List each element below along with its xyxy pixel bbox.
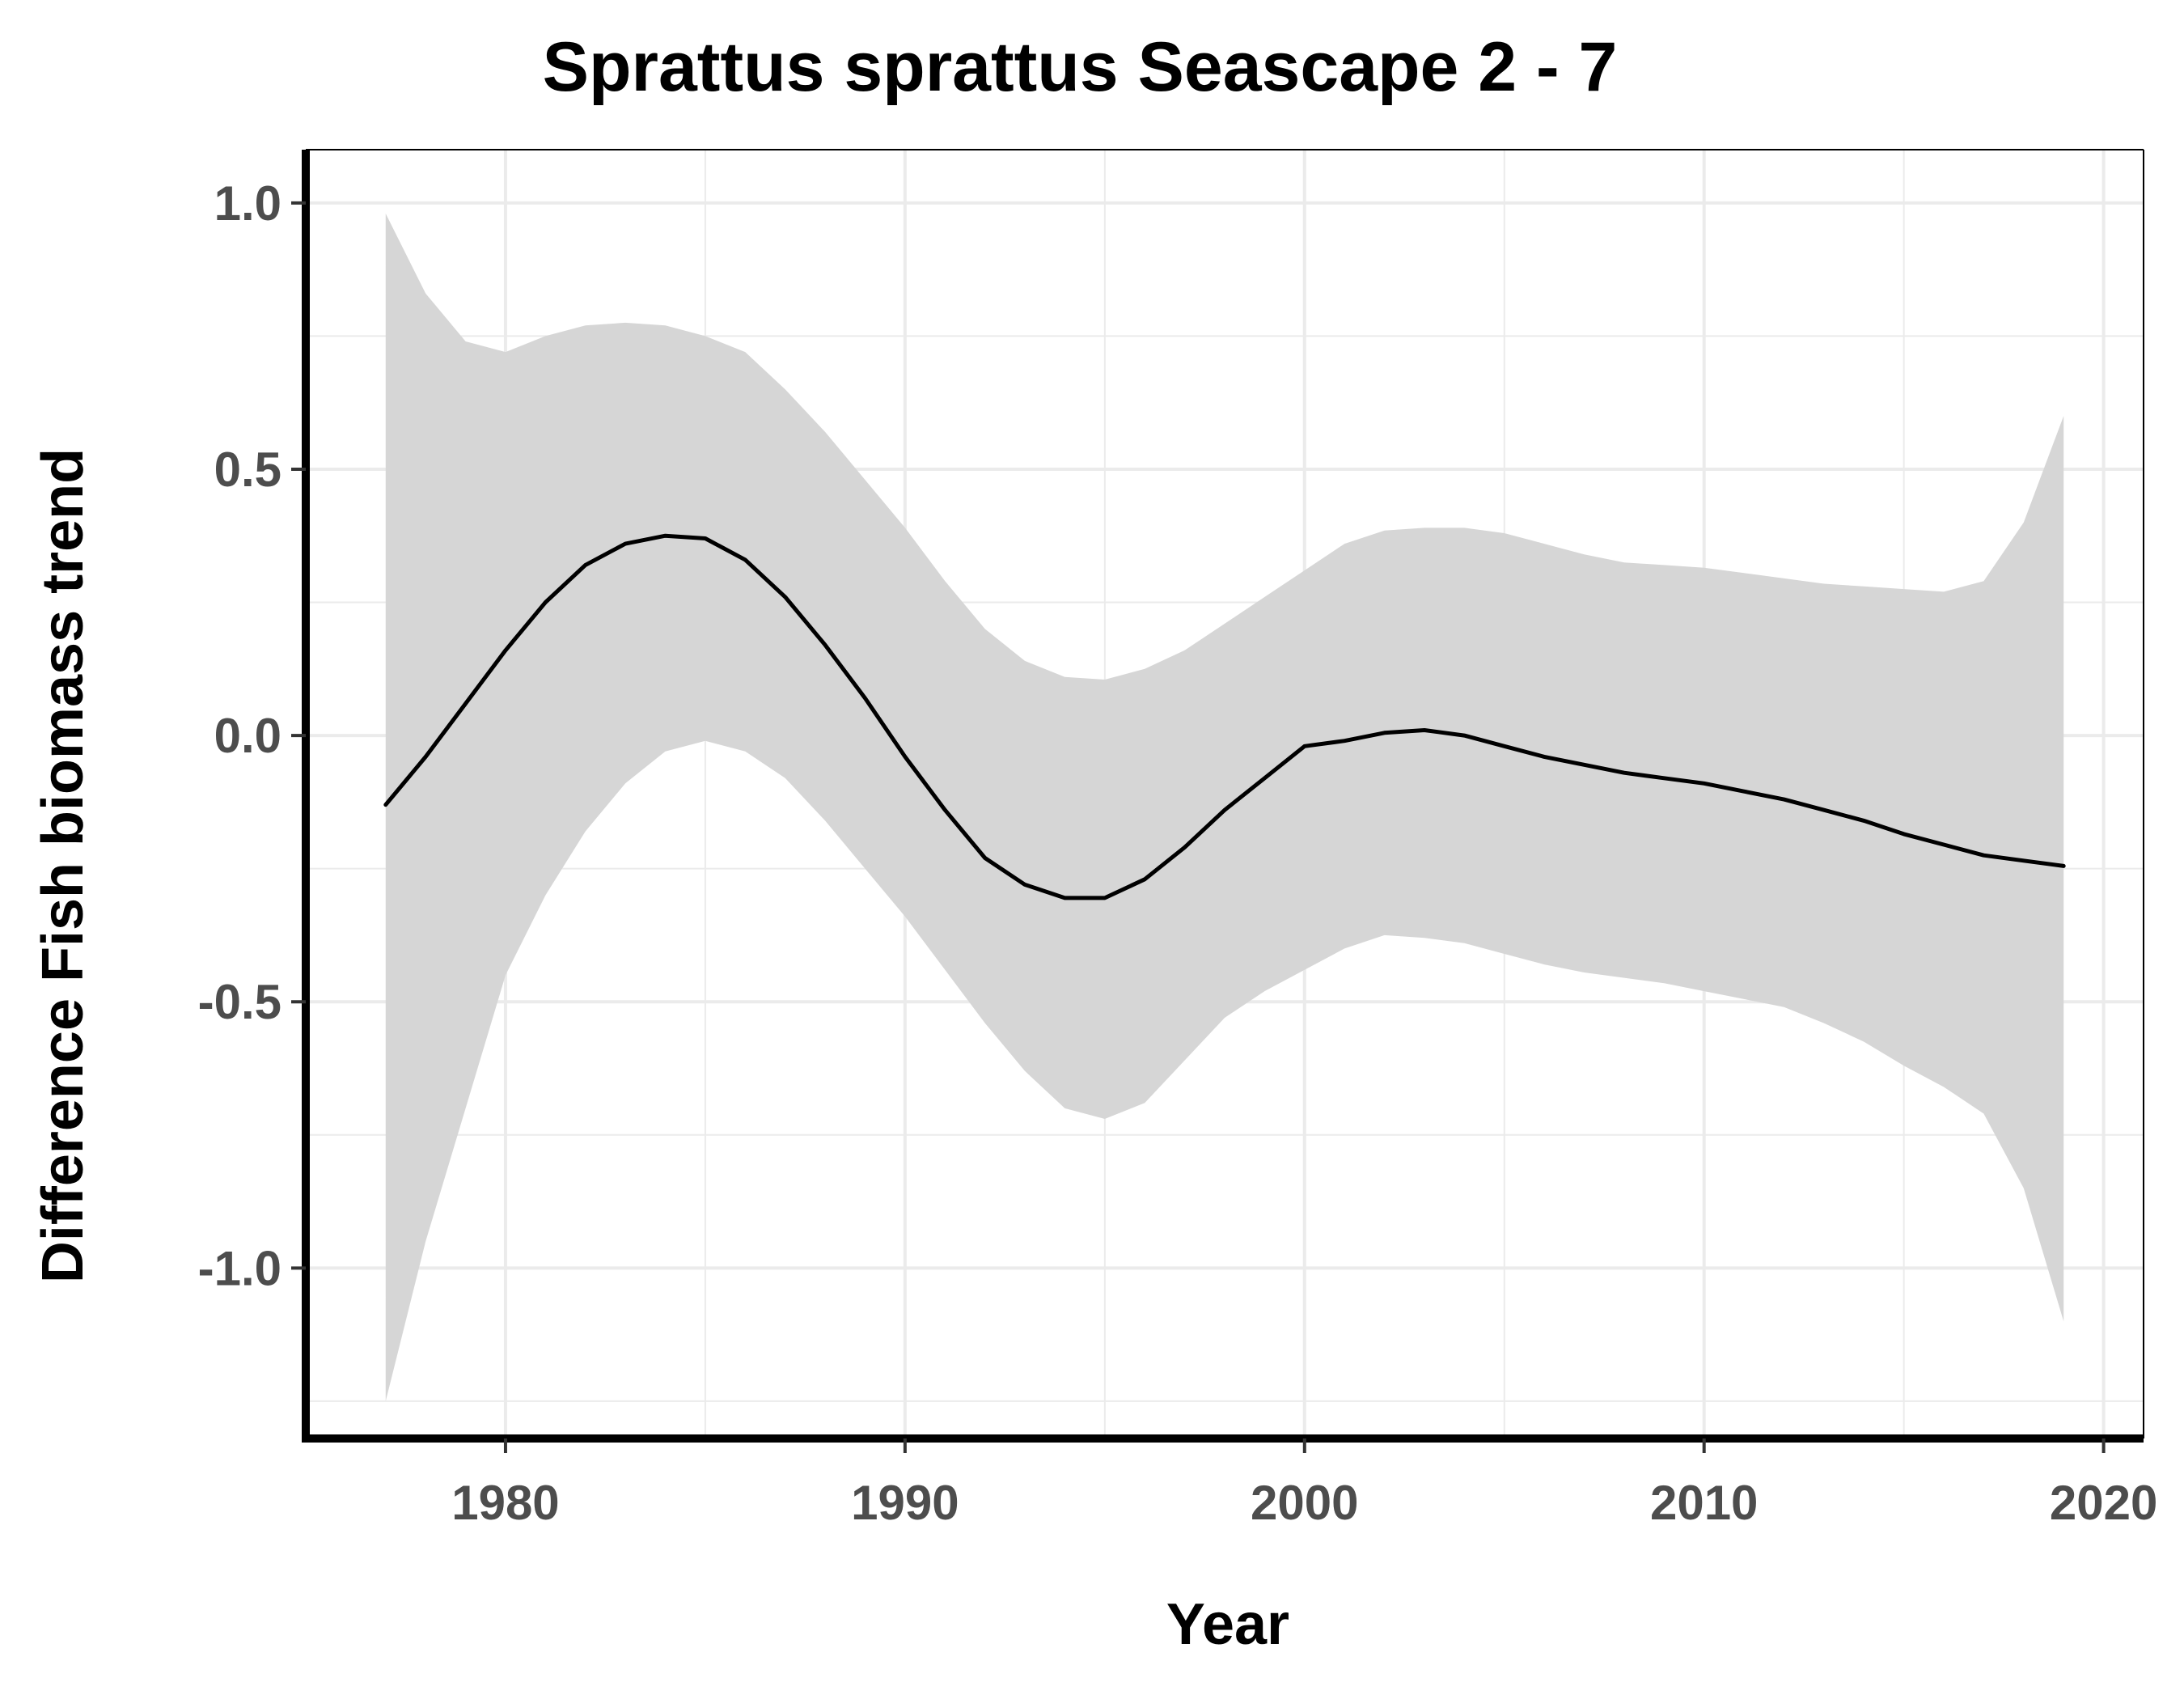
x-tick-label: 1980 <box>451 1476 559 1530</box>
confidence-ribbon <box>385 214 2064 1401</box>
axes <box>302 149 2144 1443</box>
y-tick-label: -1.0 <box>198 1241 281 1295</box>
trend-line <box>383 533 2066 900</box>
x-tick-label: 2010 <box>1650 1476 1758 1530</box>
x-tick-label: 2000 <box>1251 1476 1358 1530</box>
chart-title: Sprattus sprattus Seascape 2 - 7 <box>543 28 1618 106</box>
y-axis-title: Difference Fish biomass trend <box>31 448 95 1283</box>
y-tick-label: 1.0 <box>214 176 281 231</box>
y-tick-label: 0.0 <box>214 709 281 763</box>
x-tick-label: 2020 <box>2050 1476 2157 1530</box>
y-axis-ticks: 1.0 0.5 0.0 -0.5 -1.0 <box>198 176 306 1295</box>
y-tick-label: -0.5 <box>198 975 281 1029</box>
y-tick-label: 0.5 <box>214 443 281 497</box>
x-axis-ticks: 1980 1990 2000 2010 2020 <box>451 1438 2157 1530</box>
x-axis-title: Year <box>1166 1592 1289 1657</box>
x-tick-label: 1990 <box>851 1476 959 1530</box>
